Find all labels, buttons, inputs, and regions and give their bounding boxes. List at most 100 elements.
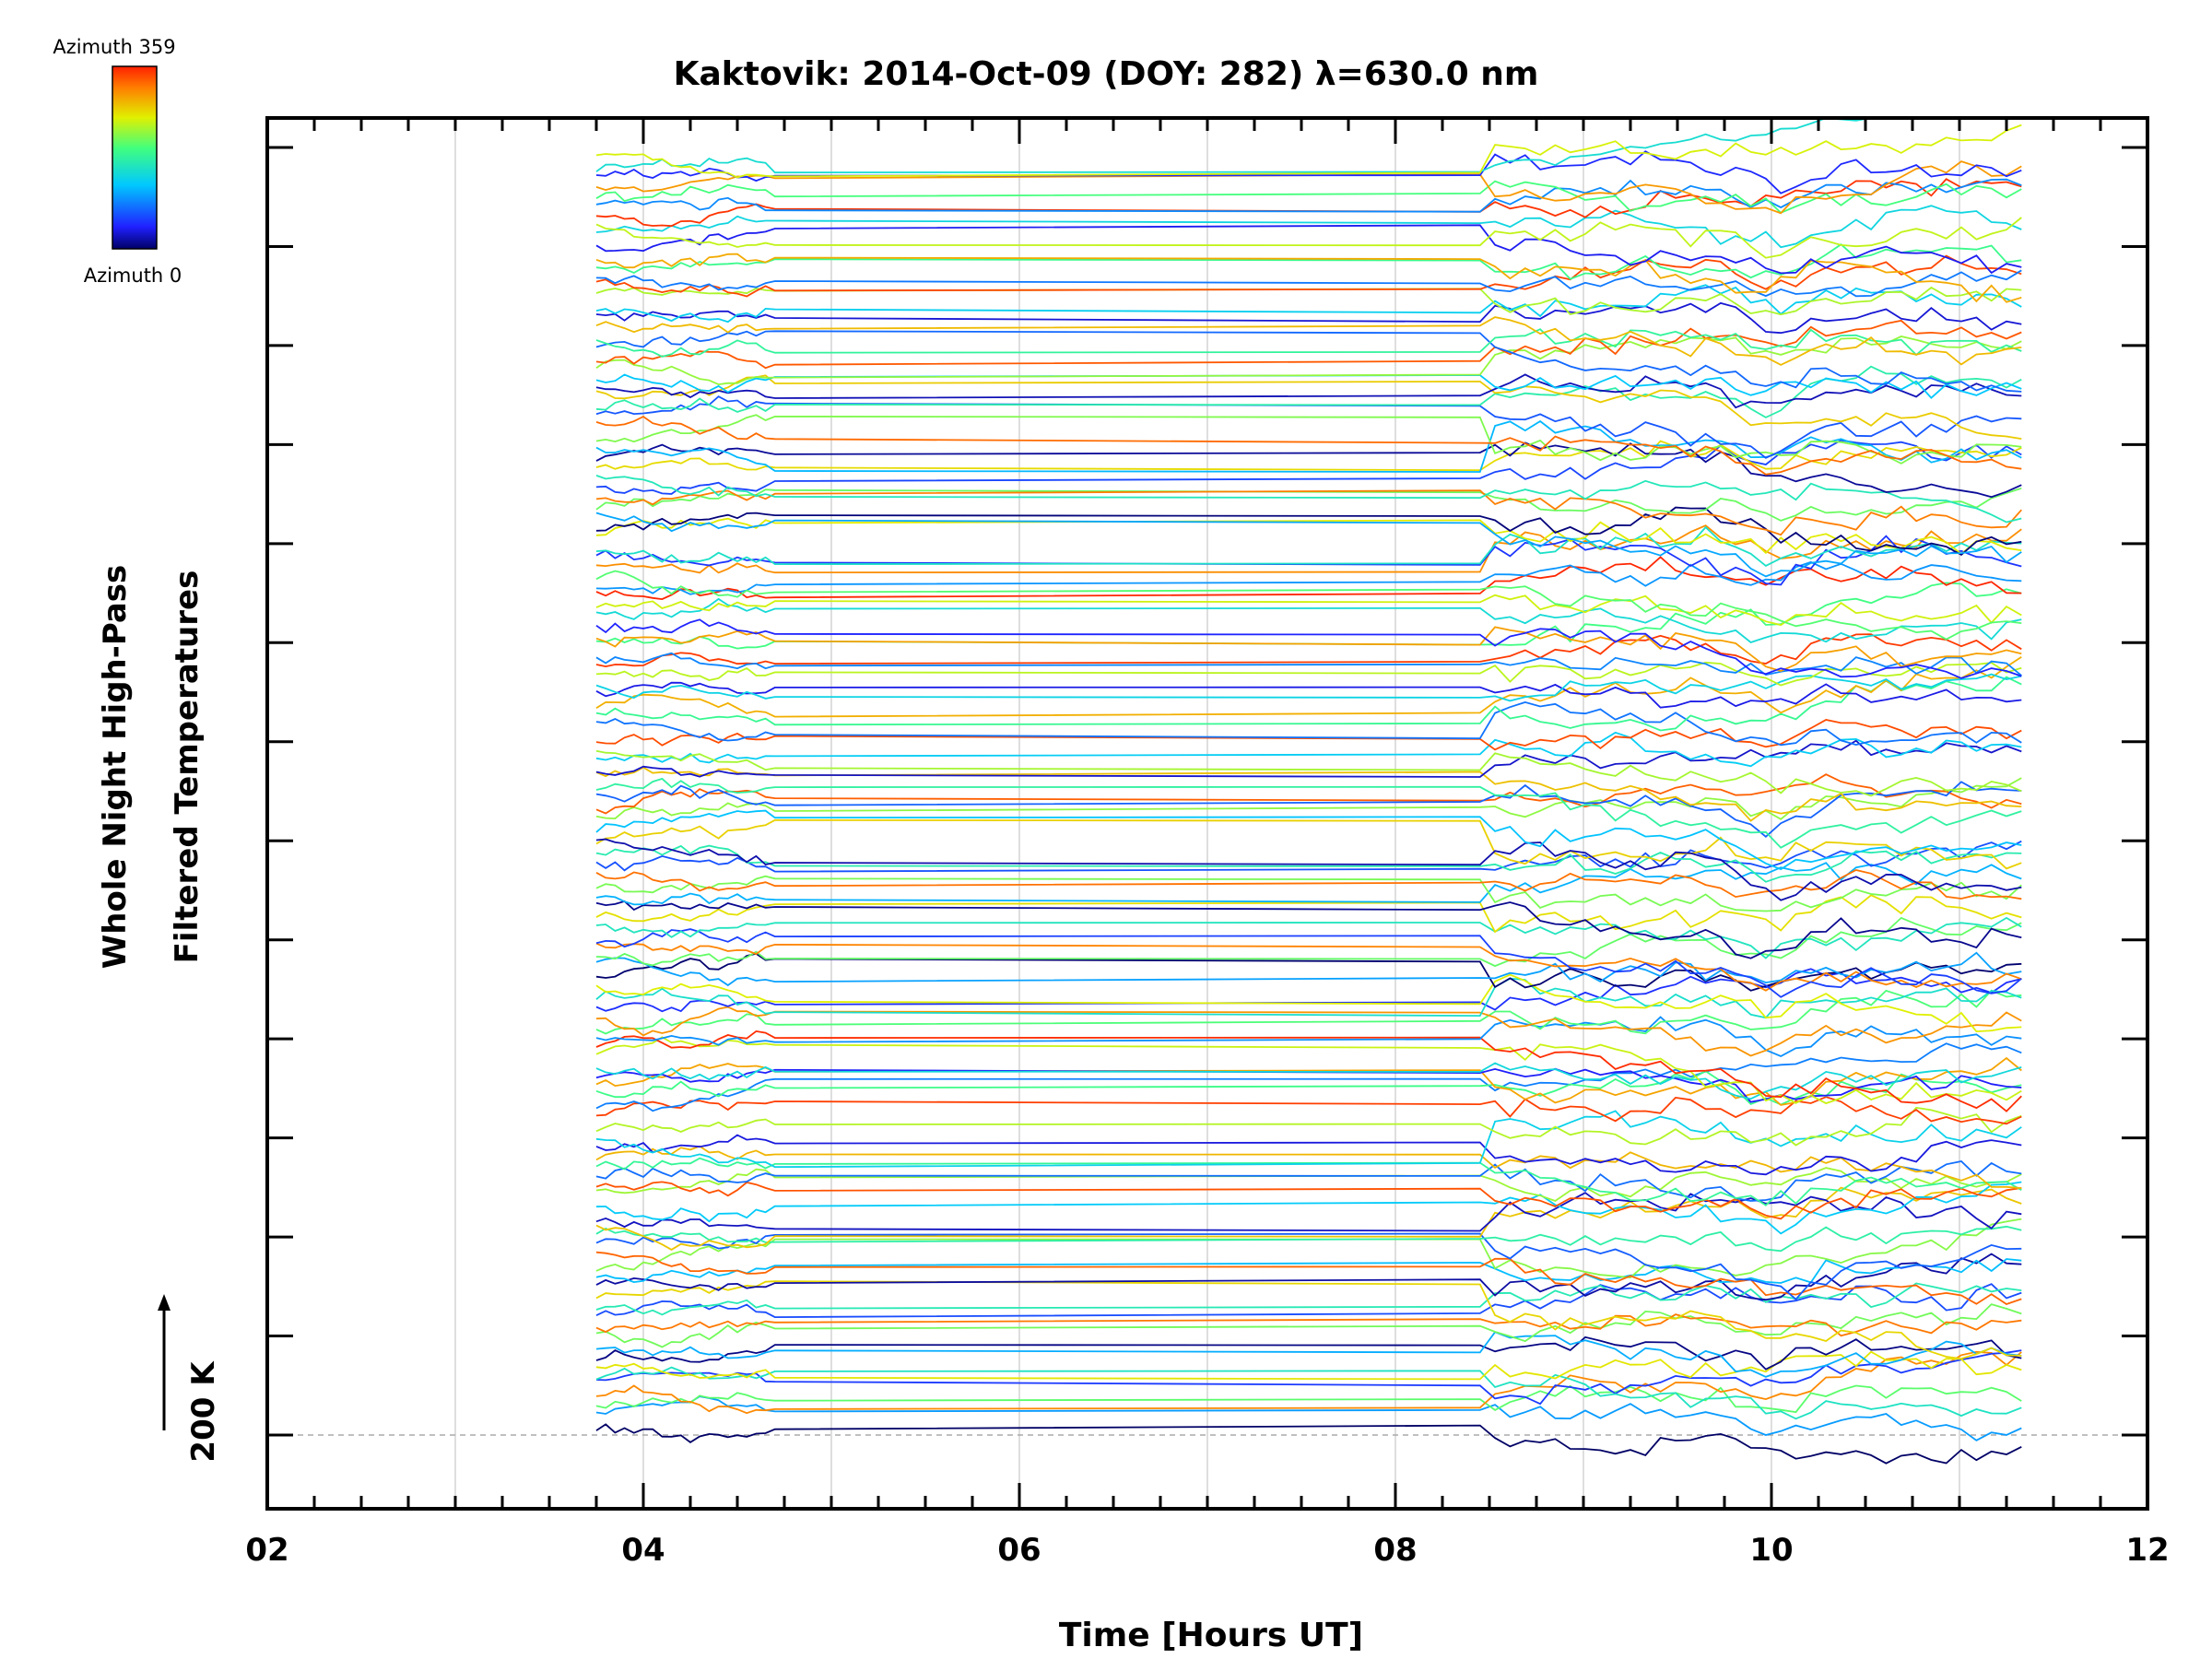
data-trace — [595, 809, 2022, 871]
data-trace — [595, 676, 2022, 732]
data-trace — [595, 395, 2022, 459]
data-trace — [595, 894, 2022, 934]
data-trace — [595, 415, 2022, 476]
data-trace — [595, 117, 2022, 174]
data-trace — [595, 439, 2022, 495]
data-trace — [595, 475, 2022, 524]
data-trace — [595, 301, 2022, 335]
x-tick-label: 02 — [245, 1532, 288, 1569]
data-trace — [595, 1016, 2022, 1057]
data-trace — [595, 844, 2022, 883]
data-trace — [595, 1258, 2022, 1284]
data-trace — [595, 928, 2022, 998]
data-trace — [595, 316, 2022, 366]
data-trace — [595, 1192, 2022, 1232]
data-trace — [595, 1225, 2022, 1253]
traces — [595, 117, 2022, 1465]
data-trace — [595, 373, 2022, 409]
colorbar — [112, 65, 158, 250]
data-trace — [595, 487, 2022, 522]
data-trace — [595, 160, 2022, 215]
data-trace — [595, 1062, 2022, 1100]
x-axis-label: Time [Hours UT] — [1059, 1617, 1363, 1654]
data-trace — [595, 180, 2022, 214]
data-trace — [595, 1395, 2022, 1441]
data-trace — [595, 652, 2022, 677]
data-trace — [595, 951, 2022, 987]
data-trace — [595, 1303, 2022, 1348]
data-trace — [595, 1283, 2022, 1319]
data-trace — [595, 597, 2022, 644]
data-trace — [595, 1384, 2022, 1414]
data-trace — [595, 862, 2022, 906]
data-trace — [595, 1067, 2022, 1103]
data-trace — [595, 952, 2022, 992]
data-trace — [595, 1160, 2022, 1202]
colorbar-bottom-label: Azimuth 0 — [84, 265, 182, 287]
data-trace — [595, 1232, 2022, 1300]
data-trace — [595, 1251, 2022, 1305]
x-tick-label: 06 — [997, 1532, 1041, 1569]
y-axis-label-line2: Filtered Temperatures — [169, 571, 206, 964]
data-trace — [595, 506, 2022, 556]
x-tick-label: 08 — [1373, 1532, 1417, 1569]
data-trace — [595, 1145, 2022, 1190]
data-trace — [595, 749, 2022, 797]
data-trace — [595, 330, 2022, 393]
data-trace — [595, 781, 2022, 838]
data-trace — [595, 373, 2022, 399]
data-trace — [595, 1030, 2022, 1112]
data-trace — [595, 673, 2022, 702]
data-trace — [595, 1423, 2022, 1465]
data-trace — [595, 178, 2022, 228]
data-trace — [595, 517, 2022, 556]
data-trace — [595, 1036, 2022, 1105]
data-trace — [595, 570, 2022, 641]
data-trace — [595, 916, 2022, 968]
data-trace — [595, 1181, 2022, 1235]
x-tick-label: 10 — [1749, 1532, 1793, 1569]
data-trace — [595, 1335, 2022, 1371]
data-trace — [595, 535, 2022, 586]
data-trace — [595, 560, 2022, 595]
data-trace — [595, 681, 2022, 709]
scale-label: 200 K — [185, 1360, 222, 1463]
data-trace — [595, 626, 2022, 672]
data-trace — [595, 916, 2022, 959]
data-trace — [595, 1280, 2022, 1360]
data-trace — [595, 1134, 2022, 1176]
data-trace — [595, 1313, 2022, 1337]
data-trace — [595, 766, 2022, 822]
data-trace — [595, 489, 2022, 536]
data-trace — [595, 942, 2022, 992]
data-trace — [595, 1056, 2022, 1106]
data-trace — [595, 1331, 2022, 1378]
data-trace — [595, 840, 2022, 873]
x-tick-label: 12 — [2125, 1532, 2169, 1569]
data-trace — [595, 739, 2022, 778]
data-trace — [595, 441, 2022, 499]
data-trace — [595, 269, 2022, 298]
data-trace — [595, 525, 2022, 567]
data-trace — [595, 818, 2022, 870]
data-trace — [595, 594, 2022, 627]
data-trace — [595, 900, 2022, 959]
data-trace — [595, 777, 2022, 849]
data-trace — [595, 977, 2022, 1019]
data-trace — [595, 1181, 2022, 1220]
data-trace — [595, 335, 2022, 386]
data-trace — [595, 875, 2022, 912]
data-trace — [595, 1167, 2022, 1203]
data-trace — [595, 777, 2022, 820]
data-trace — [595, 618, 2022, 679]
data-trace — [595, 524, 2022, 574]
data-trace — [595, 512, 2022, 578]
data-trace — [595, 243, 2022, 280]
data-trace — [595, 1096, 2022, 1125]
data-trace — [595, 655, 2022, 718]
data-trace — [595, 1042, 2022, 1112]
data-trace — [595, 284, 2022, 324]
data-trace — [595, 1218, 2022, 1279]
data-trace — [595, 1186, 2022, 1251]
